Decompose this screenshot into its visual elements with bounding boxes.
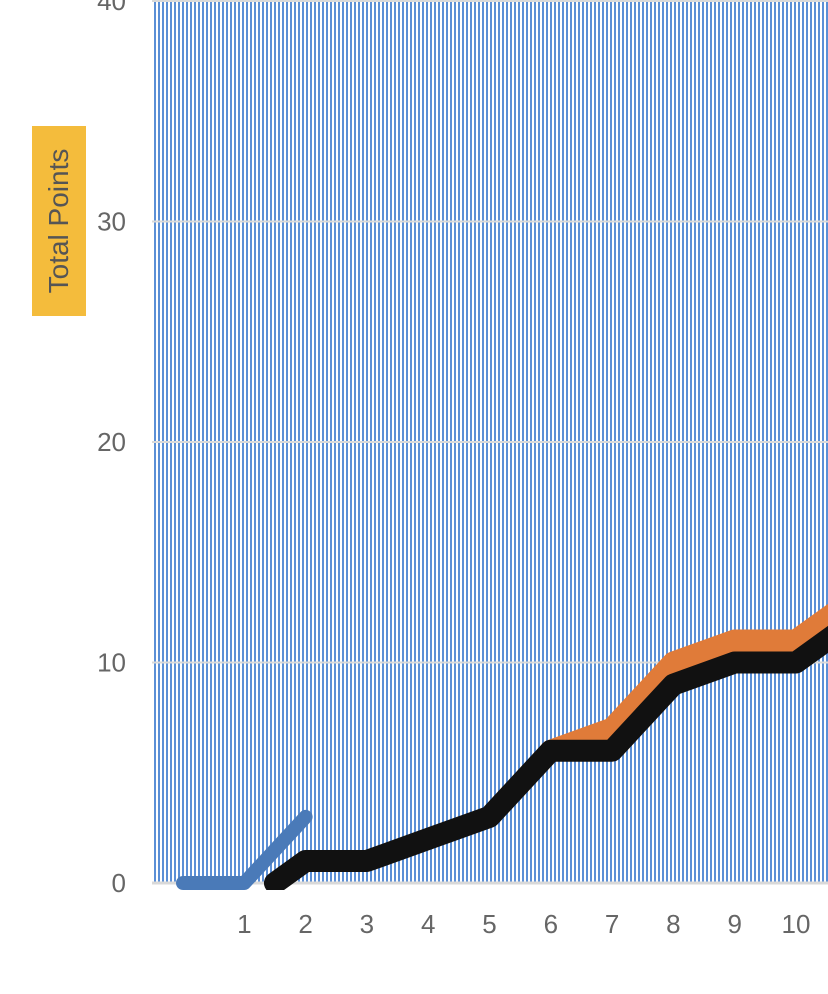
y-tick-label: 20 — [97, 427, 126, 457]
series-line-3 — [263, 625, 828, 890]
series-line-1 — [176, 809, 313, 890]
x-tick-label: 9 — [727, 909, 741, 939]
y-axis-label: Total Points — [43, 148, 74, 294]
x-tick-label: 1 — [237, 909, 251, 939]
x-tick-label: 6 — [544, 909, 558, 939]
y-tick-label: 0 — [112, 868, 126, 898]
x-tick-label: 8 — [666, 909, 680, 939]
x-tick-label: 10 — [782, 909, 811, 939]
x-tick-label: 7 — [605, 909, 619, 939]
series-line-2 — [539, 603, 828, 762]
y-tick-label: 40 — [97, 0, 126, 16]
y-axis-label-highlight — [32, 126, 86, 316]
x-tick-label: 3 — [360, 909, 374, 939]
y-axis-ticks: 0 10 20 30 40 — [97, 0, 126, 898]
series-lines — [176, 603, 828, 890]
x-tick-label: 2 — [298, 909, 312, 939]
x-tick-label: 4 — [421, 909, 435, 939]
y-tick-label: 10 — [97, 648, 126, 678]
x-tick-label: 5 — [482, 909, 496, 939]
x-axis-ticks: 1 2 3 4 5 6 7 8 9 10 — [237, 909, 810, 939]
y-tick-label: 30 — [97, 207, 126, 237]
